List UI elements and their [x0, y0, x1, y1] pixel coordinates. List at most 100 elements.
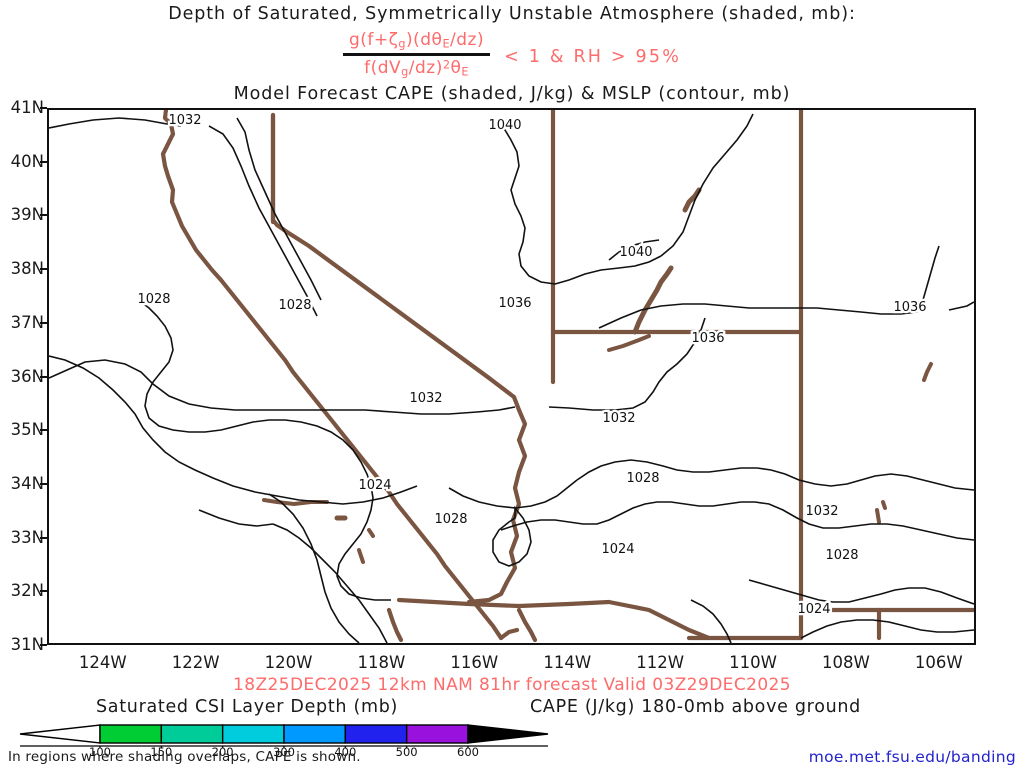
- colorbar-tick-label: 300: [273, 745, 295, 759]
- contour-label: 1032: [409, 391, 442, 406]
- contour-label-halo: 1036: [498, 296, 531, 311]
- longitude-tick-label: 108W: [822, 653, 870, 672]
- longitude-tick-label: 120W: [264, 653, 313, 672]
- contour-label-halo: 1028: [278, 298, 311, 313]
- contour-label: 1036: [498, 296, 531, 311]
- contour-label-halo: 1028: [434, 512, 467, 527]
- contour-label-halo: 1024: [797, 602, 830, 617]
- longitude-tick-label: 114W: [543, 653, 592, 672]
- political-borders: [160, 110, 974, 643]
- latitude-tick-mark: [40, 429, 47, 432]
- latitude-tick-mark: [40, 644, 47, 646]
- latitude-tick-mark: [40, 160, 47, 163]
- latitude-tick-label: 38N: [10, 259, 44, 279]
- longitude-tick-label: 106W: [914, 653, 963, 672]
- formula-numerator: g(f+ζg)(dθE/dz): [348, 30, 485, 51]
- colorbar-tick-label: 200: [211, 745, 234, 759]
- latitude-tick-mark: [40, 321, 47, 324]
- contour-label-halo: 1040: [619, 245, 652, 260]
- colorbar-graphic: [19, 724, 549, 748]
- colorbar-tick-label: 500: [395, 745, 418, 759]
- longitude-tick-label: 110W: [729, 653, 777, 672]
- colorbar-segment: [344, 724, 408, 744]
- contour-label: 1040: [619, 245, 652, 260]
- contour-label: 1024: [358, 478, 391, 493]
- map-plot-area[interactable]: 1032 1032 1040 1040 1040 1040 1028 1028 1028 1028…: [47, 108, 976, 645]
- latitude-tick-label: 33N: [10, 527, 44, 547]
- latitude-tick-mark: [40, 268, 47, 271]
- colorbar-segment: [405, 724, 469, 744]
- longitude-tick-label: 112W: [636, 653, 685, 672]
- contour-label-halo: 1028: [137, 292, 170, 307]
- contour-label: 1040: [488, 118, 521, 133]
- latitude-tick-label: 40N: [10, 151, 44, 171]
- colorbar-segment: [221, 724, 285, 744]
- mslp-contours: [49, 113, 974, 643]
- colorbar-segment-below-min: [19, 724, 101, 744]
- contour-label: 1032: [168, 113, 201, 128]
- contour-label-halo: 1028: [825, 548, 858, 563]
- colorbar-tick-label: 150: [150, 745, 173, 759]
- contour-label-halo: 1036: [893, 300, 926, 315]
- contour-label-halo: 1032: [805, 504, 838, 519]
- contour-label-halo: 1024: [601, 542, 634, 557]
- header-block: Depth of Saturated, Symmetrically Unstab…: [0, 0, 1024, 108]
- contour-label: 1028: [434, 512, 467, 527]
- latitude-tick-mark: [40, 482, 47, 485]
- header-title-line-3: Model Forecast CAPE (shaded, J/kg) & MSL…: [233, 84, 791, 104]
- latitude-tick-label: 37N: [10, 312, 44, 332]
- formula-fraction: g(f+ζg)(dθE/dz) f(dVg/dz)2θE: [342, 28, 491, 80]
- latitude-tick-mark: [40, 375, 47, 378]
- formula-fraction-bar: [342, 52, 491, 56]
- latitude-tick-label: 32N: [10, 581, 44, 601]
- colorbar-segment-above-max: [467, 724, 549, 744]
- formula-condition: < 1 & RH > 95%: [504, 47, 682, 68]
- contour-label: 1028: [137, 292, 170, 307]
- formula-denominator: f(dVg/dz)2θE: [364, 57, 469, 79]
- legend-caption-cape: CAPE (J/kg) 180-0mb above ground: [530, 697, 861, 717]
- latitude-tick-label: 31N: [10, 635, 44, 654]
- contour-label: 1028: [825, 548, 858, 563]
- colorbar-segment: [99, 724, 163, 744]
- contour-label-halo: 1032: [168, 113, 201, 128]
- colorbar-segment: [283, 724, 347, 744]
- contour-label: 1028: [278, 298, 311, 313]
- longitude-tick-label: 122W: [171, 653, 220, 672]
- contour-label-halo: 1036: [691, 331, 724, 346]
- longitude-tick-label: 124W: [78, 653, 127, 672]
- latitude-tick-mark: [40, 590, 47, 593]
- latitude-tick-label: 36N: [10, 366, 44, 386]
- contour-label: 1032: [805, 504, 838, 519]
- colorbar-tick-label: 100: [89, 745, 111, 759]
- latitude-tick-mark: [40, 214, 47, 217]
- colorbar-tick-label: 600: [457, 745, 479, 759]
- latitude-tick-label: 39N: [10, 205, 44, 225]
- latitude-tick-label: 35N: [10, 420, 44, 440]
- formula-block: g(f+ζg)(dθE/dz) f(dVg/dz)2θE < 1 & RH > …: [0, 28, 1024, 80]
- contour-label-halo: 1032: [602, 411, 635, 426]
- colorbar-tick-label: 400: [334, 745, 357, 759]
- colorbar-segment: [160, 724, 224, 744]
- contour-label: 1024: [797, 602, 830, 617]
- forecast-timestamp: 18Z25DEC2025 12km NAM 81hr forecast Vali…: [233, 675, 791, 695]
- source-url[interactable]: moe.met.fsu.edu/banding: [808, 748, 1016, 766]
- contour-label-halo: 1024: [358, 478, 391, 493]
- latitude-tick-mark: [40, 536, 47, 539]
- overlap-note: In regions where shading overlaps, CAPE …: [8, 749, 361, 765]
- contour-label-halo: 1040: [488, 118, 521, 133]
- longitude-tick-label: 118W: [357, 653, 406, 672]
- contour-label: 1028: [626, 471, 659, 486]
- footer-block: 18Z25DEC2025 12km NAM 81hr forecast Vali…: [0, 672, 1024, 768]
- contour-label-halo: 1028: [626, 471, 659, 486]
- legend-caption-csi: Saturated CSI Layer Depth (mb): [96, 697, 399, 717]
- contour-label-halo: 1032: [409, 391, 442, 406]
- contour-label: 1036: [893, 300, 926, 315]
- latitude-tick-label: 34N: [10, 473, 44, 493]
- colorbar[interactable]: 100 150 200 300 400 500 600: [0, 724, 1024, 764]
- contour-label: 1032: [602, 411, 635, 426]
- legend-captions: Saturated CSI Layer Depth (mb) CAPE (J/k…: [0, 697, 1024, 719]
- contour-label: 1036: [691, 331, 724, 346]
- contour-label: 1024: [601, 542, 634, 557]
